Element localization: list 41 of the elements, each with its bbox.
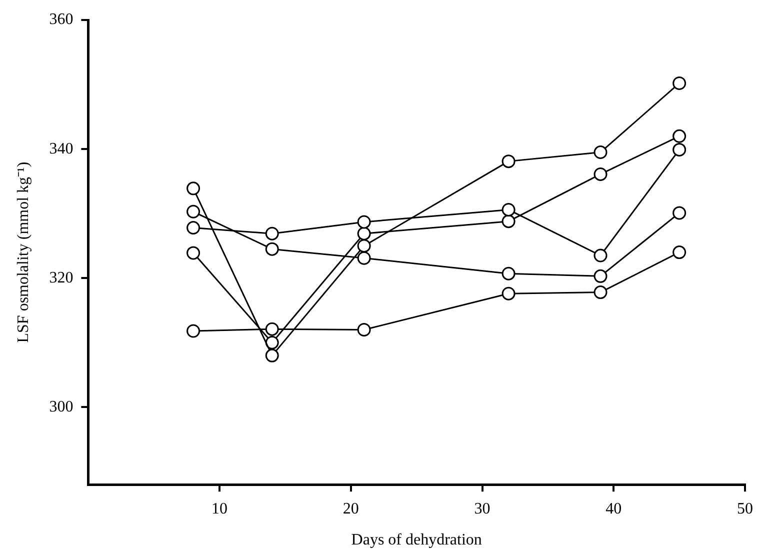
x-axis-title: Days of dehydration [351, 532, 482, 549]
y-tick-label: 300 [49, 398, 74, 416]
point [672, 142, 686, 156]
point [265, 322, 279, 336]
point [265, 226, 279, 240]
point [357, 251, 371, 265]
point [186, 246, 200, 260]
point [502, 266, 516, 280]
y-tick-label: 360 [49, 11, 74, 28]
point [357, 215, 371, 229]
point [357, 239, 371, 253]
point [357, 226, 371, 240]
point [594, 269, 608, 283]
point [186, 221, 200, 235]
point [672, 76, 686, 90]
point [594, 146, 608, 160]
x-tick-label: 20 [342, 500, 359, 518]
point [265, 242, 279, 256]
point [502, 202, 516, 216]
point [594, 167, 608, 181]
x-tick-label: 50 [737, 500, 753, 518]
point [594, 248, 608, 262]
x-tick-label: 30 [474, 500, 490, 518]
point [594, 286, 608, 300]
point [265, 336, 279, 350]
x-tick-label: 40 [606, 500, 622, 518]
point [265, 348, 279, 362]
point [357, 322, 371, 336]
point [672, 246, 686, 260]
x-tick-label: 10 [212, 500, 228, 518]
point [186, 182, 200, 196]
point [672, 129, 686, 143]
point [672, 206, 686, 220]
point [502, 154, 516, 168]
point [186, 204, 200, 218]
y-axis-title: LSF osmolality (mmol kg⁻¹) [14, 162, 32, 343]
point [502, 214, 516, 228]
point [186, 324, 200, 338]
y-tick-label: 340 [49, 140, 74, 158]
y-tick-label: 320 [49, 269, 74, 286]
point [502, 286, 516, 300]
